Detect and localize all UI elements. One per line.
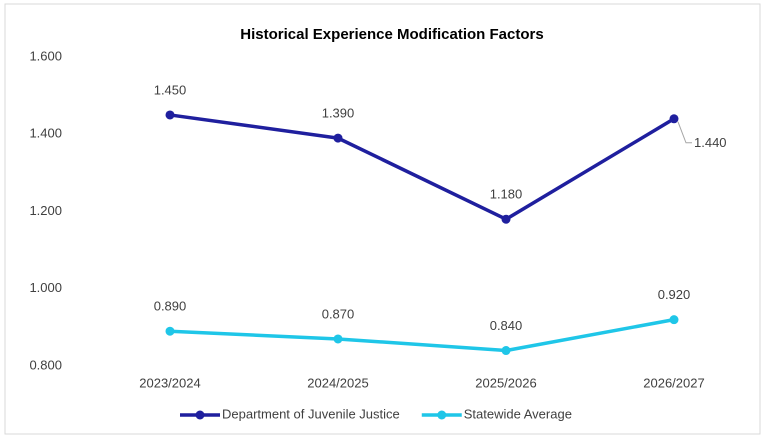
data-label: 0.840 [490,318,523,333]
legend-label: Department of Juvenile Justice [222,406,400,421]
x-tick-label: 2026/2027 [643,375,704,390]
data-label: 0.920 [658,287,691,302]
y-tick-label: 0.800 [29,357,62,372]
data-point [669,114,679,124]
x-tick-label: 2023/2024 [139,375,200,390]
leader-line [677,121,692,144]
legend-label: Statewide Average [464,406,572,421]
x-tick-label: 2025/2026 [475,375,536,390]
legend-marker [195,410,205,420]
series-line [169,113,675,221]
x-tick-label: 2024/2025 [307,375,368,390]
data-point [333,334,343,344]
data-point [669,315,679,325]
data-label: 1.390 [322,106,355,121]
data-label: 0.890 [154,299,187,314]
data-label: 1.450 [154,82,187,97]
data-point [501,346,511,356]
data-label: 0.870 [322,306,355,321]
data-point [165,326,175,336]
chart-border [4,3,761,435]
data-point [333,133,343,143]
series-line [169,317,675,353]
y-tick-label: 1.000 [29,280,62,295]
data-label: 1.440 [694,135,727,150]
data-point [165,110,175,120]
y-tick-label: 1.200 [29,203,62,218]
data-point [501,214,511,224]
data-label: 1.180 [490,187,523,202]
y-tick-label: 1.600 [29,48,62,63]
y-tick-label: 1.400 [29,126,62,141]
legend-marker [437,410,447,420]
chart-title: Historical Experience Modification Facto… [240,26,543,43]
